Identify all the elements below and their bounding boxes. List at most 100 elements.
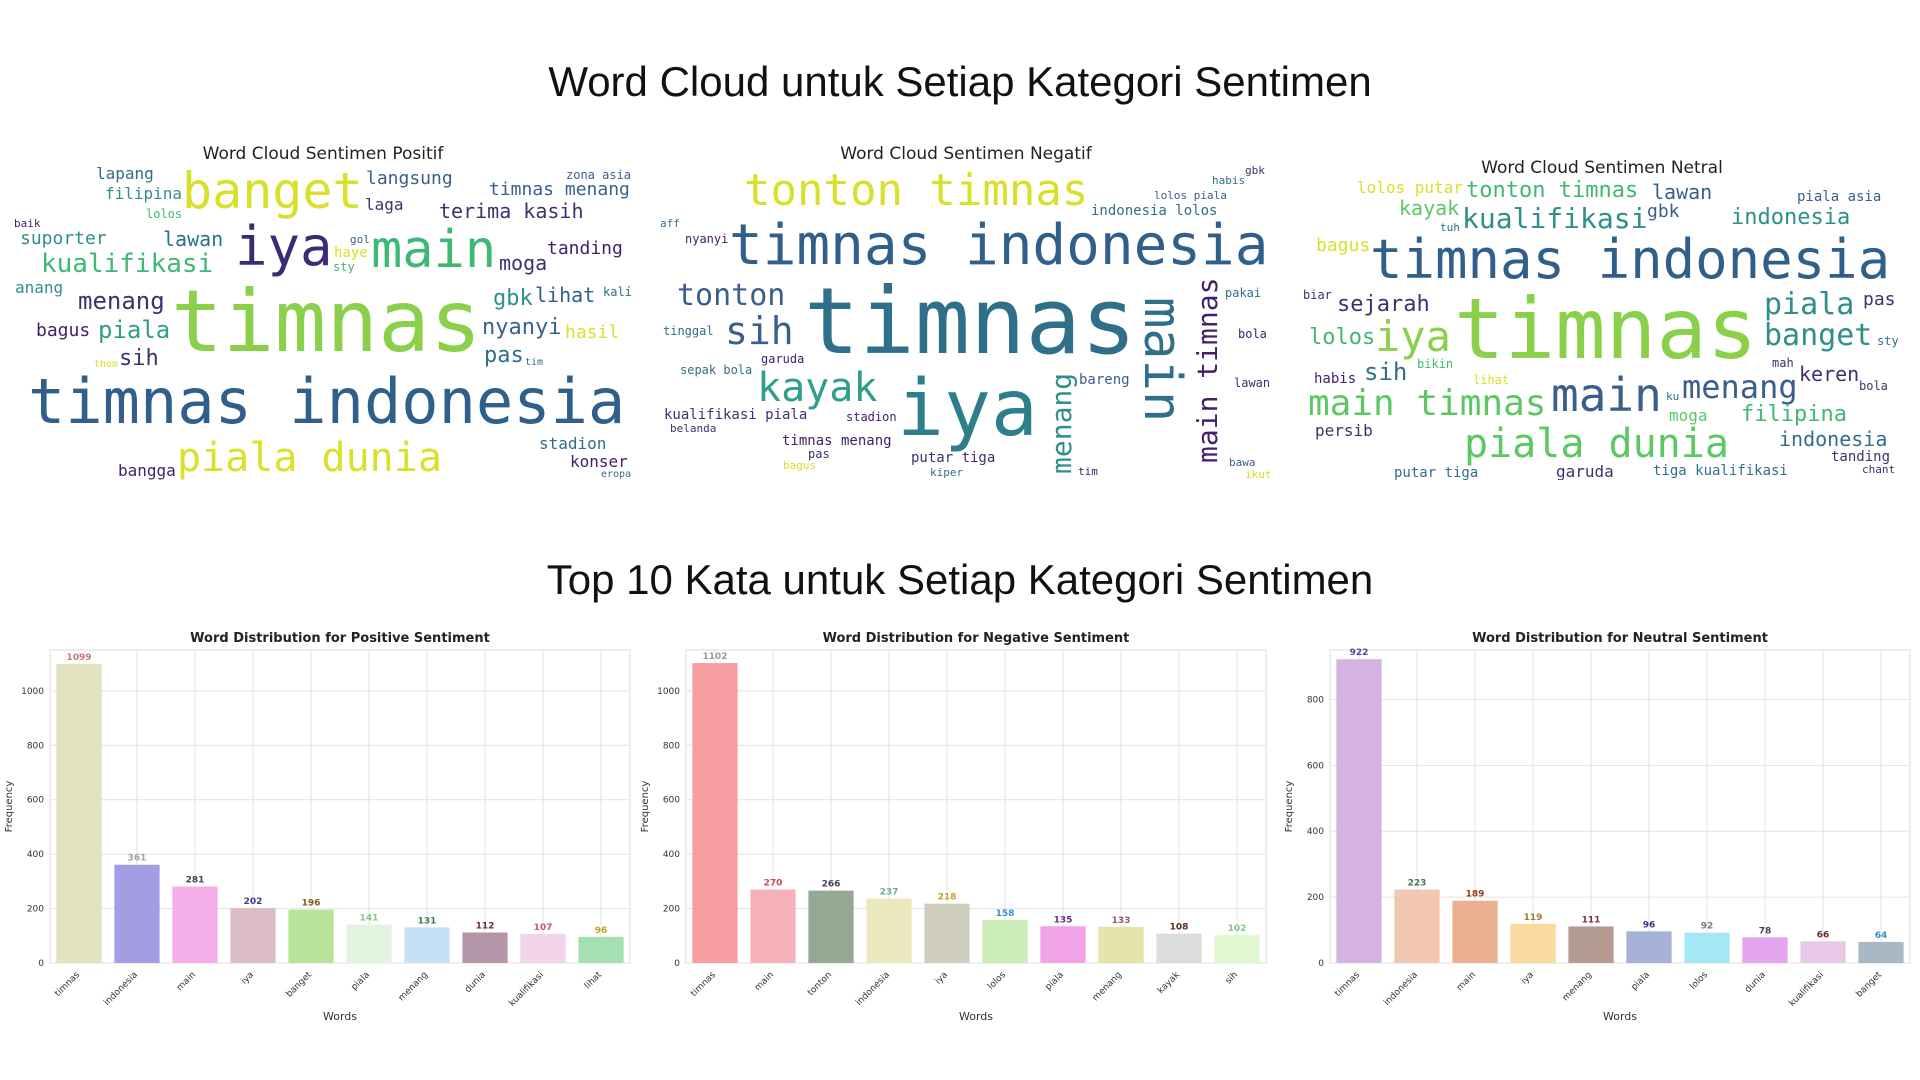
y-tick-label: 400 (27, 850, 44, 860)
cloud-word: piala dunia (177, 435, 442, 480)
bar-value-label: 66 (1817, 930, 1830, 940)
bar-menang (1098, 926, 1144, 963)
bar-main (750, 889, 796, 963)
bar-value-label: 102 (1228, 924, 1247, 934)
y-tick-label: 200 (663, 905, 680, 915)
bar-tonton (808, 890, 854, 963)
y-axis-label: Frequency (1284, 781, 1295, 833)
cloud-word: kualifikasi piala (664, 407, 808, 423)
cloud-word: timnas indonesia (729, 213, 1269, 278)
y-tick-label: 600 (27, 796, 44, 806)
bar-piala (1626, 931, 1672, 963)
chart-title: Word Distribution for Negative Sentiment (823, 631, 1130, 646)
cloud-word: kiper (930, 466, 964, 479)
wordcloud-neutral-title: Word Cloud Sentimen Netral (1481, 158, 1723, 178)
x-tick-label: main (753, 970, 776, 993)
bar-value-label: 78 (1759, 926, 1772, 936)
cloud-word: bola (1238, 327, 1267, 341)
x-tick-label: banget (285, 970, 315, 1000)
cloud-word: laga (365, 195, 404, 214)
bar-value-label: 196 (302, 899, 321, 909)
cloud-word: habis (1314, 371, 1357, 387)
bar-kualifikasi (520, 933, 566, 963)
cloud-word: thom (94, 359, 119, 370)
bar-kayak (1156, 933, 1202, 963)
cloud-word: zona asia (566, 168, 632, 182)
cloud-word: menang (78, 287, 165, 315)
cloud-word: timnas (804, 268, 1137, 375)
cloud-word: konser (570, 452, 628, 471)
cloud-word: bagus (36, 320, 91, 341)
cloud-word: lolos putar (1357, 178, 1463, 197)
cloud-word: chant (1862, 463, 1896, 476)
y-tick-label: 800 (27, 741, 44, 751)
bar-value-label: 189 (1466, 890, 1485, 900)
top10-heading: Top 10 Kata untuk Setiap Kategori Sentim… (546, 556, 1374, 603)
y-tick-label: 600 (1307, 761, 1324, 771)
cloud-word: hasil (565, 322, 620, 343)
cloud-word: bikin (1417, 357, 1454, 371)
cloud-word: piala (1764, 287, 1855, 322)
wordcloud-neutral: Word Cloud Sentimen Netral timnas timnas … (1302, 140, 1902, 480)
cloud-word: lihat (1473, 373, 1510, 387)
cloud-word: mah (1772, 356, 1794, 370)
cloud-word: garuda (1556, 462, 1614, 480)
cloud-word: suporter (20, 228, 107, 249)
bar-value-label: 1099 (66, 653, 91, 663)
cloud-word: stadion (846, 410, 897, 424)
bar-value-label: 270 (764, 879, 783, 889)
bar-value-label: 266 (822, 880, 841, 890)
wordcloud-neutral-words: timnas timnas indonesia main iya piala dunia… (1302, 178, 1902, 481)
cloud-word: timnas menang (489, 179, 630, 200)
bar-timnas (692, 663, 738, 963)
y-tick-label: 200 (27, 905, 44, 915)
x-tick-label: kualifikasi (1787, 970, 1826, 1009)
cloud-word: main timnas (1191, 277, 1224, 463)
cloud-word: lawan (1652, 180, 1713, 204)
x-tick-label: dunia (463, 970, 488, 995)
cloud-word: tuh (1440, 221, 1460, 234)
bar-main (1452, 900, 1498, 963)
cloud-word: bola (1859, 379, 1888, 393)
cloud-word: indonesia (1731, 205, 1851, 230)
cloud-word: ikut (1245, 468, 1272, 480)
cloud-word: main (1551, 368, 1662, 422)
x-tick-label: piala (1044, 970, 1066, 992)
cloud-word: stadion (539, 434, 607, 453)
bar-value-label: 112 (476, 922, 495, 932)
cloud-word: lawan (163, 227, 224, 251)
x-tick-label: main (1455, 970, 1478, 993)
y-tick-label: 400 (1307, 827, 1324, 837)
bar-lihat (578, 936, 624, 963)
y-tick-label: 400 (663, 850, 680, 860)
x-tick-label: lihat (583, 970, 604, 991)
bar-piala (1040, 926, 1086, 963)
bar-value-label: 158 (996, 909, 1015, 919)
bar-value-label: 64 (1875, 931, 1888, 941)
bar-value-label: 108 (1170, 923, 1189, 933)
y-tick-label: 1000 (21, 687, 44, 697)
cloud-word: tonton timnas (1466, 178, 1639, 203)
x-tick-label: main (175, 970, 198, 993)
bar-lolos (982, 919, 1028, 963)
cloud-word: lawan (1234, 376, 1271, 390)
x-tick-label: sih (1224, 970, 1240, 986)
x-tick-label: lolos (1688, 970, 1710, 992)
chart-title: Word Distribution for Positive Sentiment (190, 631, 490, 646)
cloud-word: tonton timnas (744, 165, 1089, 216)
x-tick-label: kualifikasi (507, 970, 546, 1009)
y-tick-label: 800 (1307, 695, 1324, 705)
bar-iya (1510, 923, 1556, 963)
wordcloud-positive: Word Cloud Sentimen Positif timnas timnas… (14, 140, 632, 480)
cloud-word: garuda (761, 352, 805, 366)
cloud-word: kalí (603, 285, 632, 299)
cloud-word: timnas indonesia (28, 365, 626, 438)
cloud-word: gbk (1245, 164, 1265, 177)
x-tick-label: indonesia (1382, 970, 1420, 1008)
bar-value-label: 361 (128, 854, 147, 864)
cloud-word: keren (1799, 362, 1860, 386)
cloud-word: bagus (783, 459, 817, 472)
wordcloud-negative-words: timnas iya timnas indonesia main tonton timn… (660, 164, 1272, 480)
x-tick-label: timnas (1333, 970, 1362, 999)
cloud-word: nyanyi (685, 232, 729, 246)
